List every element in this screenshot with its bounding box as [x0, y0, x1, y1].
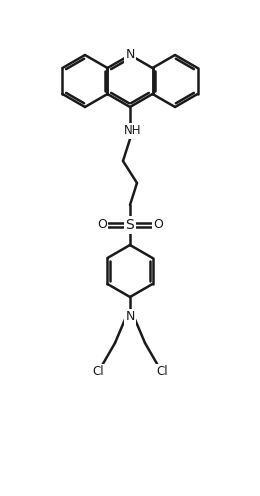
Text: O: O	[97, 219, 107, 232]
Text: Cl: Cl	[156, 366, 168, 378]
Text: O: O	[153, 219, 163, 232]
Text: NH: NH	[124, 124, 142, 137]
Text: N: N	[125, 49, 135, 62]
Text: S: S	[126, 218, 134, 232]
Text: Cl: Cl	[92, 366, 104, 378]
Text: N: N	[125, 310, 135, 323]
